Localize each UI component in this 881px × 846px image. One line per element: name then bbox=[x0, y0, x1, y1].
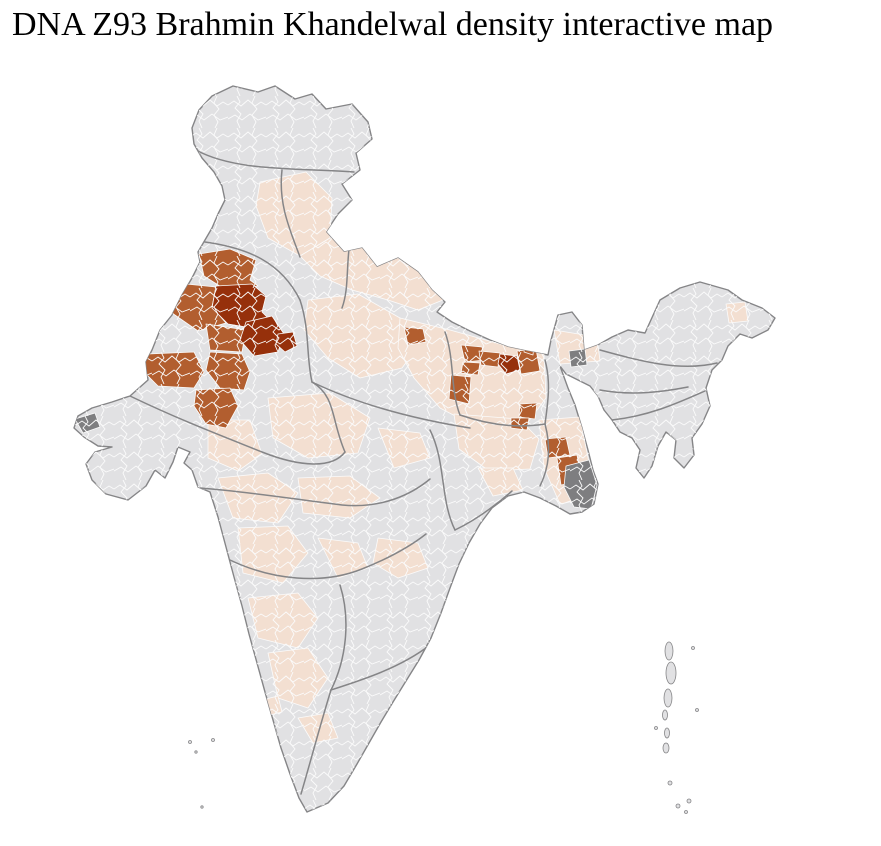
district-boundary-mesh bbox=[74, 86, 775, 812]
andaman-nicobar-islands[interactable] bbox=[654, 641, 699, 814]
lakshadweep-islands[interactable] bbox=[188, 738, 215, 809]
page-title: DNA Z93 Brahmin Khandelwal density inter… bbox=[12, 6, 774, 43]
